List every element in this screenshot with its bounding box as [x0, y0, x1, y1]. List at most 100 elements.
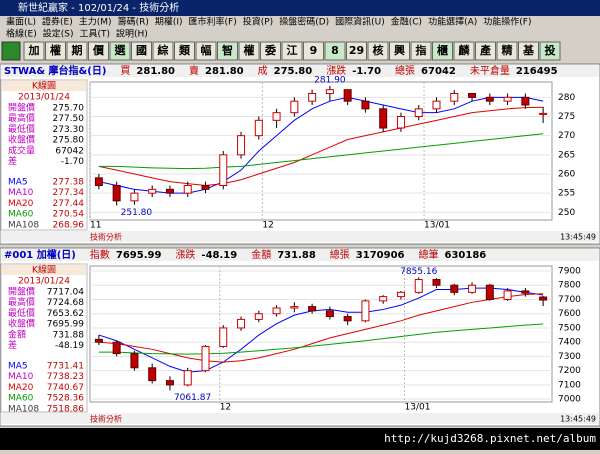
symbol: #001 加權(日) — [4, 248, 76, 261]
candle-body — [308, 93, 317, 102]
candle-body — [521, 290, 530, 294]
toolbar-button[interactable] — [496, 41, 518, 61]
toolbar-button[interactable] — [195, 41, 217, 61]
toolbar-label[interactable]: 幅 — [201, 43, 212, 57]
menu-item[interactable]: 格線(E) — [6, 28, 37, 40]
toolbar-button[interactable] — [217, 41, 238, 61]
header-value: 731.88 — [277, 250, 316, 261]
menu-item[interactable]: 功能選擇(A) — [428, 16, 477, 28]
title-bar — [0, 0, 600, 16]
toolbar-label[interactable]: 投 — [545, 43, 556, 57]
toolbar-button[interactable] — [88, 41, 109, 61]
toolbar-label[interactable]: 產 — [479, 43, 491, 57]
toolbar-label[interactable]: 麟 — [459, 43, 470, 57]
toolbar-label[interactable]: 櫃 — [437, 43, 448, 57]
toolbar-label[interactable]: 價 — [92, 43, 105, 57]
menu-item[interactable]: 期權(I) — [155, 16, 183, 28]
menu-item[interactable]: 金融(C) — [391, 16, 422, 28]
toolbar-button[interactable] — [453, 41, 475, 61]
y-tick-label: 7300 — [558, 352, 581, 362]
date-label: 12 — [220, 403, 231, 413]
info-label: 收盤價 — [8, 318, 35, 330]
menu-item[interactable]: 國際資訊(U) — [335, 16, 385, 28]
toolbar-label[interactable]: 9 — [310, 44, 318, 57]
toolbar-button[interactable] — [518, 41, 539, 61]
toolbar-button[interactable] — [303, 41, 324, 61]
toolbar-label[interactable]: 智 — [222, 43, 233, 57]
toolbar-button[interactable] — [367, 41, 389, 61]
toolbar-button[interactable] — [281, 41, 303, 61]
toolbar-button[interactable] — [260, 41, 281, 61]
candle-body — [539, 296, 548, 301]
toolbar-button[interactable] — [539, 41, 561, 61]
toolbar-label[interactable]: 基 — [522, 43, 535, 57]
y-tick-label: 7400 — [558, 338, 581, 348]
menu-item[interactable]: 主力(M) — [79, 16, 112, 28]
menu-item[interactable]: 投資(P) — [243, 16, 273, 28]
toolbar-label[interactable]: 8 — [331, 44, 339, 57]
toolbar-label[interactable]: 29 — [349, 44, 364, 57]
ma-label: MA5 — [8, 178, 28, 188]
y-tick-label: 255 — [558, 189, 575, 199]
date-label: 11 — [90, 221, 101, 231]
candle-body — [219, 327, 228, 347]
toolbar-button[interactable] — [66, 41, 88, 61]
candle-body — [468, 93, 477, 98]
candle-body — [503, 290, 512, 300]
menu-item[interactable]: 操盤密碼(D) — [279, 16, 329, 28]
candle-body — [183, 370, 192, 386]
toolbar-button[interactable] — [346, 41, 367, 61]
toolbar-label[interactable]: 權 — [50, 43, 61, 57]
toolbar-label[interactable]: 興 — [394, 43, 405, 57]
toolbar-label[interactable]: 精 — [502, 43, 513, 57]
toolbar-button[interactable] — [23, 41, 45, 61]
menu-item[interactable]: 設定(S) — [43, 28, 74, 40]
toolbar-button[interactable] — [152, 41, 174, 61]
toolbar-button[interactable] — [389, 41, 410, 61]
info-label: 收盤價 — [8, 134, 35, 146]
toolbar-button[interactable] — [238, 41, 260, 61]
candle-body — [148, 367, 157, 382]
menu-item[interactable]: 工具(T) — [79, 29, 110, 40]
y-tick-label: 7000 — [558, 395, 581, 405]
menu-item[interactable]: 匯市利率(F) — [189, 16, 237, 28]
toolbar-button[interactable] — [475, 41, 496, 61]
ma-label: MA10 — [8, 188, 34, 198]
menu-item[interactable]: 說明(H) — [116, 28, 148, 40]
y-tick-label: 260 — [558, 170, 575, 180]
toolbar-button[interactable] — [131, 41, 152, 61]
toolbar-label[interactable]: 核 — [373, 43, 384, 57]
toolbar-label[interactable]: 期 — [72, 43, 83, 57]
toolbar-label[interactable]: 指 — [416, 43, 427, 57]
toolbar-button[interactable] — [109, 41, 131, 61]
toolbar-button[interactable] — [174, 41, 195, 61]
toolbar-button[interactable] — [432, 41, 453, 61]
toolbar-button[interactable] — [45, 41, 66, 61]
menu-item[interactable]: 畫面(L) — [6, 16, 36, 28]
header-label: 未平倉量 — [470, 64, 510, 77]
toolbar-label[interactable]: 綜 — [158, 43, 169, 57]
toolbar-label[interactable]: 權 — [244, 43, 255, 57]
ma-line — [98, 133, 544, 170]
toolbar-label[interactable]: 國 — [136, 44, 147, 57]
candle-body — [254, 313, 263, 320]
toolbar-label[interactable]: 江 — [287, 43, 298, 57]
info-value: 7724.68 — [47, 298, 84, 308]
candle-body — [237, 135, 246, 156]
menu-item[interactable]: 證券(E) — [42, 16, 73, 28]
panel-header — [1, 249, 599, 261]
toolbar-label[interactable]: 類 — [179, 43, 191, 57]
candle-body — [94, 338, 103, 343]
ma-value: 277.38 — [53, 178, 85, 188]
info-label: 開盤價 — [8, 102, 35, 114]
toolbar-label[interactable]: 加 — [28, 43, 40, 57]
header-label: 成 — [258, 65, 268, 77]
menu-item[interactable]: 功能操作(F) — [483, 16, 531, 28]
ma-label: MA108 — [8, 220, 39, 230]
toolbar-button[interactable] — [324, 41, 346, 61]
toolbar-label[interactable]: 選 — [114, 43, 127, 57]
header-label: 漲跌 — [326, 64, 346, 77]
toolbar-button[interactable] — [410, 41, 432, 61]
toolbar-label[interactable]: 委 — [264, 43, 277, 57]
menu-item[interactable]: 籌碼(R) — [118, 16, 149, 28]
